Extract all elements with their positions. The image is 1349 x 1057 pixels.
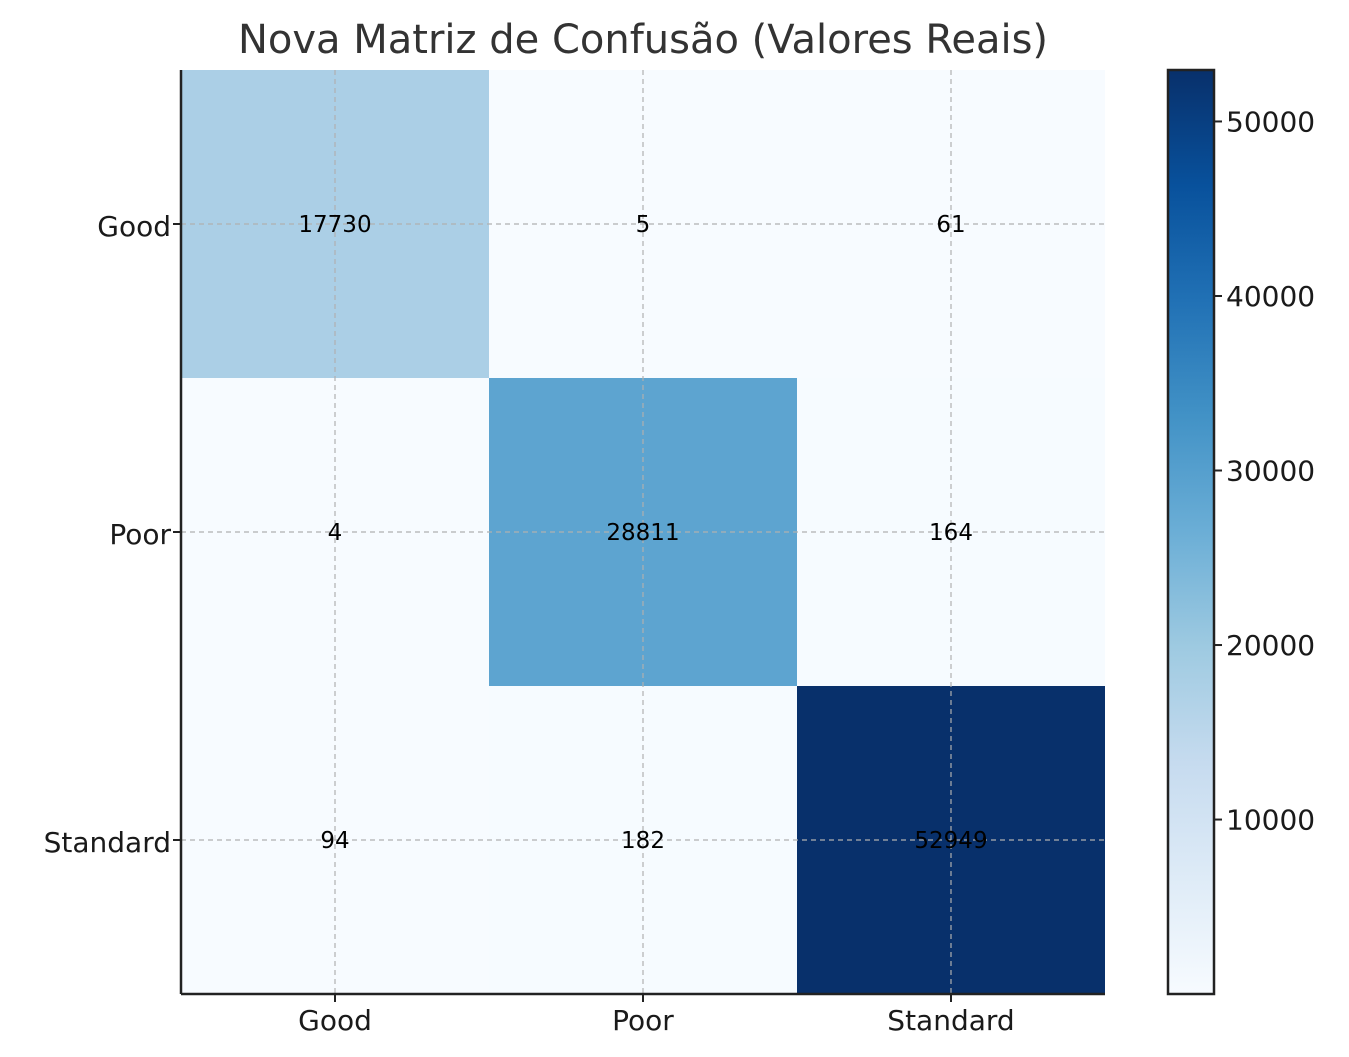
cell-label-0-2: 61 [936,212,965,238]
x-tick-label-1: Poor [612,1004,674,1037]
x-tick-label-2: Standard [887,1004,1014,1037]
axes: Good Poor Standard Good Poor Standard [44,70,1105,1037]
y-tick-label-1: Poor [109,518,171,551]
cell-label-0-1: 5 [636,212,651,238]
colorbar-gradient [1168,70,1214,994]
cell-label-2-1: 182 [621,828,665,854]
colorbar-tick-label-4: 50000 [1226,105,1315,138]
cell-labels: 17730 5 61 4 28811 164 94 182 52949 [298,212,987,854]
y-tick-label-0: Good [97,210,171,243]
cell-label-1-1: 28811 [606,520,679,546]
cell-label-2-2: 52949 [914,828,987,854]
colorbar-tick-label-0: 10000 [1226,804,1315,837]
cell-label-2-0: 94 [320,828,349,854]
grid-lines [181,70,1105,994]
colorbar-frame [1166,68,1216,996]
colorbar-tick-label-1: 20000 [1226,629,1315,662]
cell-label-0-0: 17730 [298,212,371,238]
x-tick-label-0: Good [298,1004,372,1037]
colorbar-tick-label-2: 30000 [1226,455,1315,488]
cell-label-1-0: 4 [328,520,343,546]
cell-label-1-2: 164 [929,520,973,546]
colorbar: 10000 20000 30000 40000 50000 [1166,68,1315,996]
chart-title: Nova Matriz de Confusão (Valores Reais) [238,17,1048,63]
y-tick-label-2: Standard [44,826,171,859]
colorbar-tick-label-3: 40000 [1226,280,1315,313]
